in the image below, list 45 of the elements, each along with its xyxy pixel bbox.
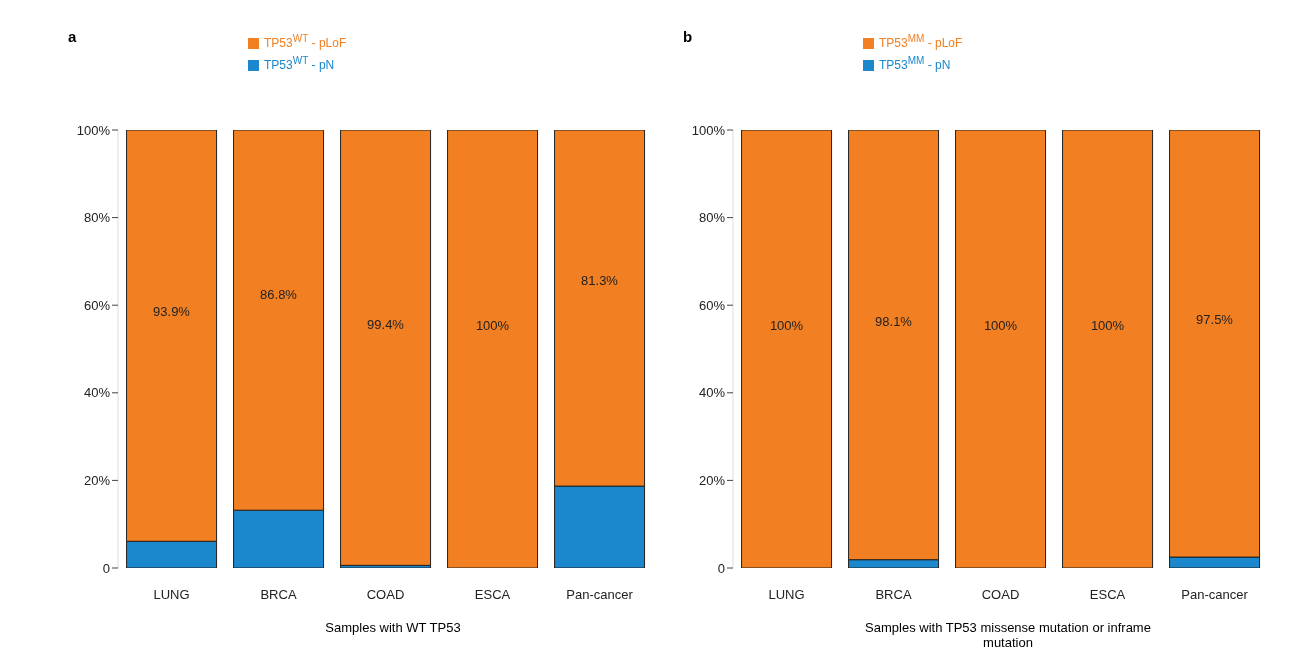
chart-title: a (68, 28, 77, 45)
x-tick-label: LUNG (153, 587, 190, 603)
data-label: 100% (1090, 318, 1125, 334)
chart-title: b (683, 28, 693, 45)
bar (955, 130, 1047, 568)
y-tick-label: 40% (698, 385, 726, 401)
y-tick-label: 60% (698, 297, 726, 313)
y-tick-label: 0 (717, 560, 725, 576)
y-tick-label: 80% (83, 210, 111, 226)
y-tick-label: 80% (698, 210, 726, 226)
bar (1062, 130, 1154, 568)
bar (340, 130, 432, 566)
x-tick-label: LUNG (768, 587, 805, 603)
data-label: 81.3% (581, 273, 619, 289)
y-tick-label: 100% (691, 122, 726, 138)
x-tick-label: Pan-cancer (1181, 587, 1249, 603)
y-tick-label: 60% (83, 297, 111, 313)
x-tick-label: BRCA (875, 587, 912, 603)
x-tick-label: COAD (981, 587, 1020, 603)
y-tick-label: 40% (83, 385, 111, 401)
x-tick-label: COAD (366, 587, 405, 603)
x-tick-label: ESCA (474, 587, 511, 603)
data-label: 93.9% (153, 303, 191, 319)
data-label: 86.8% (260, 286, 298, 302)
data-label: 100% (475, 318, 510, 334)
data-label: 99.4% (367, 316, 405, 332)
x-tick-label: ESCA (1089, 587, 1126, 603)
bar (447, 130, 539, 568)
text: TP53$^{MM}$ - pLoF (879, 32, 963, 52)
y-tick-label: 20% (83, 473, 111, 489)
y-tick-label: 0 (102, 560, 110, 576)
data-label: 97.5% (1196, 312, 1234, 328)
bar (741, 130, 833, 568)
data-label: 98.1% (875, 313, 913, 329)
x-axis-title: Samples with WT TP53 (324, 620, 462, 635)
x-tick-label: BRCA (260, 587, 297, 603)
data-label: 100% (983, 318, 1018, 334)
text: TP53$^{WT}$ - pLoF (264, 32, 347, 52)
y-tick-label: 20% (698, 473, 726, 489)
x-tick-label: Pan-cancer (566, 587, 634, 603)
legend-label: TP53$^{WT}$ - pN (264, 54, 335, 74)
data-label: 100% (769, 318, 804, 334)
x-axis-title: Samples with TP53 missense mutation or inframe mutation (864, 620, 1152, 650)
legend-label: TP53$^{MM}$ - pN (879, 54, 951, 74)
y-tick-label: 100% (76, 122, 111, 138)
